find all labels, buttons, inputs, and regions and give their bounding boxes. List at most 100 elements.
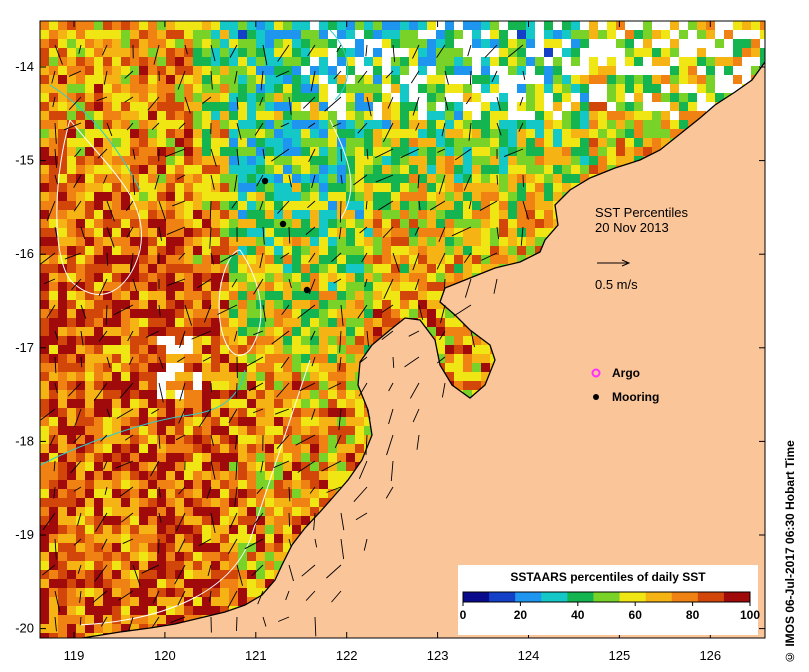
current-arrow xyxy=(381,330,394,340)
current-arrow xyxy=(106,122,113,137)
current-arrow xyxy=(158,356,164,369)
colorbar-tick-label: 60 xyxy=(629,608,643,622)
current-arrow xyxy=(53,486,56,499)
current-arrow xyxy=(259,200,264,211)
mooring-marker-icon xyxy=(593,394,599,400)
current-arrow xyxy=(253,330,264,336)
y-tick-label: -15 xyxy=(15,153,34,168)
current-arrow xyxy=(236,122,242,140)
current-arrow xyxy=(71,278,82,290)
current-arrow xyxy=(382,226,394,238)
current-arrow xyxy=(416,434,420,450)
current-arrow xyxy=(106,252,109,266)
current-arrow xyxy=(210,148,217,167)
current-arrow xyxy=(331,252,342,263)
current-arrow xyxy=(310,330,316,341)
current-arrow xyxy=(151,122,160,130)
current-arrow xyxy=(119,486,134,497)
colorbar-swatch xyxy=(697,592,725,602)
current-arrow xyxy=(234,434,238,450)
current-arrow xyxy=(234,486,238,507)
y-tick-label: -20 xyxy=(15,621,34,636)
current-arrow xyxy=(400,148,420,159)
current-arrow xyxy=(311,174,316,188)
current-arrow xyxy=(295,434,316,446)
current-arrow xyxy=(126,122,134,131)
current-arrow xyxy=(385,70,394,79)
current-arrow xyxy=(46,304,56,319)
current-arrow xyxy=(101,538,108,550)
current-vectors xyxy=(40,44,529,637)
current-arrow xyxy=(166,226,186,235)
current-arrow xyxy=(128,616,134,632)
current-arrow xyxy=(470,330,476,348)
current-arrow xyxy=(340,538,345,560)
current-arrow xyxy=(209,590,212,602)
current-arrow xyxy=(463,252,472,263)
current-arrow xyxy=(244,538,264,550)
current-arrow xyxy=(340,512,345,531)
current-arrow xyxy=(150,460,160,477)
current-arrow xyxy=(358,382,368,397)
current-arrow xyxy=(236,616,238,632)
current-arrow xyxy=(184,304,193,326)
current-arrow xyxy=(253,408,264,414)
current-arrow xyxy=(184,44,188,55)
current-arrow xyxy=(314,616,317,637)
current-arrow xyxy=(491,70,498,83)
current-arrow xyxy=(73,434,82,444)
y-axis-labels: -14 -15 -16 -17 -18 -19 -20 xyxy=(15,59,34,636)
current-arrow xyxy=(480,252,498,261)
current-arrow xyxy=(463,174,472,191)
colorbar-tick-label: 80 xyxy=(686,608,700,622)
current-arrow xyxy=(392,356,395,368)
current-arrow xyxy=(158,200,167,221)
current-arrow xyxy=(281,304,290,315)
colorbar-title: SSTAARS percentiles of daily SST xyxy=(510,570,706,584)
mooring-markers xyxy=(261,177,311,294)
current-arrow xyxy=(288,96,292,115)
current-arrow xyxy=(493,278,498,294)
colorbar-tick-label: 40 xyxy=(571,608,585,622)
current-arrow xyxy=(46,200,56,222)
current-arrow xyxy=(177,538,186,553)
current-arrow xyxy=(381,304,394,313)
current-arrow xyxy=(177,356,186,363)
current-arrow xyxy=(40,408,56,421)
current-arrow xyxy=(278,616,290,622)
current-arrow xyxy=(97,148,108,159)
current-arrow xyxy=(126,226,134,238)
current-arrow xyxy=(77,512,82,526)
current-arrow xyxy=(438,226,446,242)
current-arrow xyxy=(252,512,264,526)
current-arrow xyxy=(275,70,290,78)
current-arrow xyxy=(54,122,57,144)
current-arrow xyxy=(234,70,238,84)
current-arrow xyxy=(202,96,212,104)
current-arrow xyxy=(80,356,83,368)
current-arrow xyxy=(276,382,290,398)
current-arrow xyxy=(67,382,82,397)
current-arrow xyxy=(178,408,186,424)
current-arrow xyxy=(262,304,267,322)
current-arrow xyxy=(522,200,529,220)
contour-cyan-2 xyxy=(329,29,349,101)
current-arrow xyxy=(308,148,316,163)
current-arrow xyxy=(288,512,291,527)
current-arrow xyxy=(175,434,186,441)
current-arrow xyxy=(468,200,472,210)
current-arrow xyxy=(436,356,446,364)
current-arrow xyxy=(115,460,134,469)
current-arrow xyxy=(124,434,134,441)
colorbar-swatch xyxy=(671,592,699,602)
current-arrow xyxy=(441,122,446,137)
current-arrow xyxy=(103,174,108,184)
current-arrow xyxy=(508,44,524,58)
current-arrow xyxy=(141,564,160,574)
contour-cyan-0 xyxy=(40,369,246,466)
current-arrow xyxy=(98,330,108,342)
current-arrow xyxy=(106,200,115,222)
x-tick-label: 119 xyxy=(64,648,85,663)
current-arrow xyxy=(496,96,501,111)
current-arrow xyxy=(151,616,160,629)
